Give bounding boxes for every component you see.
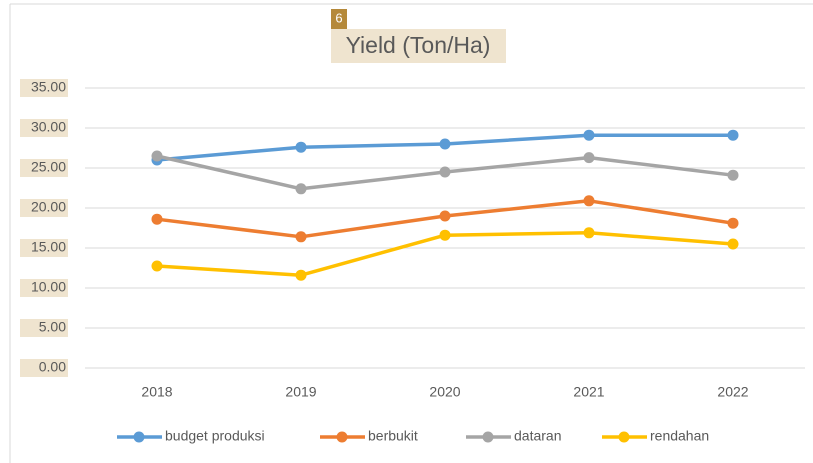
x-tick-label: 2018	[141, 384, 172, 400]
annotation: 6	[335, 10, 342, 25]
y-tick-highlight	[20, 319, 68, 337]
data-point	[151, 213, 163, 225]
data-point	[439, 229, 451, 241]
y-tick-highlight	[20, 199, 68, 217]
data-point	[727, 238, 739, 250]
legend-label: rendahan	[650, 428, 709, 444]
y-tick-label: 15.00	[31, 239, 66, 255]
title-highlight	[331, 29, 506, 63]
y-tick-label: 5.00	[39, 319, 66, 335]
data-point	[295, 231, 307, 243]
data-point	[727, 217, 739, 229]
legend-label: berbukit	[368, 428, 418, 444]
data-point	[727, 129, 739, 141]
y-tick-highlight	[20, 79, 68, 97]
data-point	[583, 129, 595, 141]
y-tick-highlight	[20, 279, 68, 297]
y-tick-label: 0.00	[39, 359, 66, 375]
y-tick-label: 25.00	[31, 159, 66, 175]
x-tick-label: 2021	[573, 384, 604, 400]
data-point	[151, 260, 163, 272]
x-tick-label: 2022	[717, 384, 748, 400]
legend-marker	[133, 431, 145, 443]
data-point	[151, 150, 163, 162]
y-tick-highlight	[20, 159, 68, 177]
data-point	[439, 166, 451, 178]
x-tick-label: 2020	[429, 384, 460, 400]
legend-marker	[618, 431, 630, 443]
x-tick-label: 2019	[285, 384, 316, 400]
y-tick-label: 20.00	[31, 199, 66, 215]
data-point	[583, 227, 595, 239]
chart-title: Yield (Ton/Ha)	[346, 32, 491, 58]
y-tick-label: 10.00	[31, 279, 66, 295]
legend-label: budget produksi	[165, 428, 265, 444]
data-point	[295, 141, 307, 153]
legend-marker	[482, 431, 494, 443]
y-tick-label: 35.00	[31, 79, 66, 95]
annotation-badge	[331, 9, 347, 29]
data-point	[727, 169, 739, 181]
data-point	[439, 138, 451, 150]
y-tick-highlight	[20, 119, 68, 137]
y-tick-label: 30.00	[31, 119, 66, 135]
data-point	[295, 183, 307, 195]
data-point	[583, 195, 595, 207]
legend-label: dataran	[514, 428, 561, 444]
data-point	[295, 269, 307, 281]
data-point	[583, 152, 595, 164]
y-tick-highlight	[20, 239, 68, 257]
data-point	[439, 210, 451, 222]
y-tick-highlight	[20, 359, 68, 377]
legend-marker	[336, 431, 348, 443]
